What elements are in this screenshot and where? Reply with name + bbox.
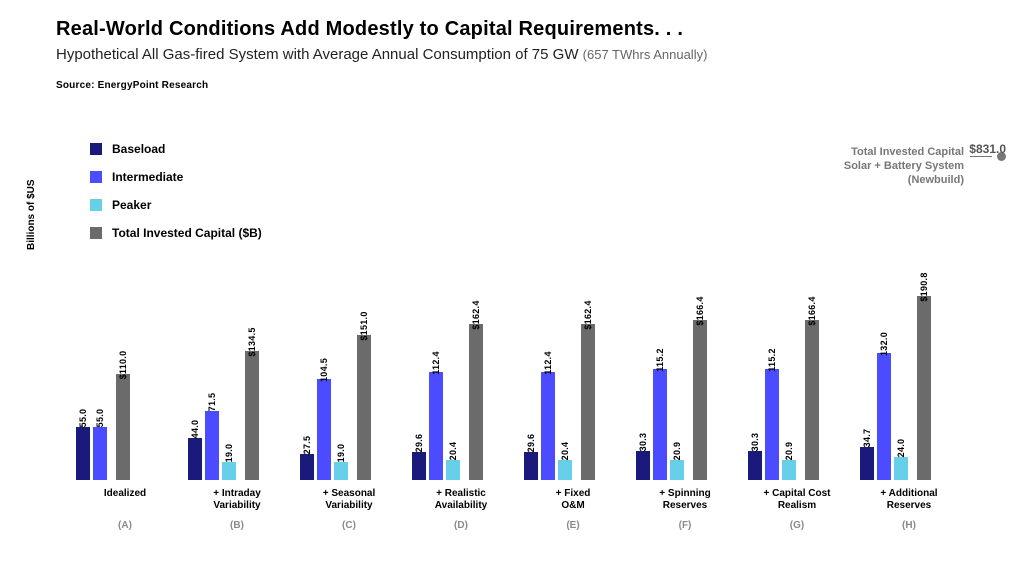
- bar-value-label: $166.4: [807, 296, 817, 325]
- category-label: + SpinningReserves: [628, 488, 742, 511]
- bar-baseload: 30.3: [636, 451, 650, 480]
- bar-peaker: 24.0: [894, 457, 908, 480]
- bar-value-label: 20.9: [672, 442, 682, 461]
- bar-value-label: $162.4: [583, 300, 593, 329]
- bar-group: 29.6112.420.4$162.4+ RealisticAvailabili…: [404, 130, 518, 480]
- category-tag: (F): [628, 520, 742, 531]
- bar-peaker: 19.0: [334, 462, 348, 480]
- bar-intermediate: 104.5: [317, 379, 331, 480]
- bar-peaker: 20.9: [782, 460, 796, 480]
- bar-group: 55.055.0$110.0Idealized(A): [68, 130, 182, 480]
- bar-total: $190.8: [917, 296, 931, 480]
- bar-peaker: 20.9: [670, 460, 684, 480]
- bar-value-label: 44.0: [190, 419, 200, 438]
- bar-value-label: $162.4: [471, 300, 481, 329]
- bar-value-label: 34.7: [862, 428, 872, 447]
- bar-value-label: 132.0: [879, 332, 889, 356]
- bar-value-label: 27.5: [302, 435, 312, 454]
- category-label: + IntradayVariability: [180, 488, 294, 511]
- category-label: Idealized: [68, 488, 182, 500]
- bar-total: $110.0: [116, 374, 130, 480]
- category-label: + FixedO&M: [516, 488, 630, 511]
- bar-value-label: 115.2: [767, 348, 777, 372]
- bar-value-label: 24.0: [896, 439, 906, 458]
- bar-intermediate: 112.4: [541, 372, 555, 480]
- bar-baseload: 44.0: [188, 438, 202, 480]
- bar-value-label: 19.0: [336, 443, 346, 462]
- bar-value-label: 29.6: [526, 433, 536, 452]
- bar-value-label: $110.0: [118, 351, 128, 380]
- bar-value-label: $134.5: [247, 327, 257, 356]
- bar-value-label: 71.5: [207, 393, 217, 412]
- category-tag: (G): [740, 520, 854, 531]
- bar-intermediate: 71.5: [205, 411, 219, 480]
- bar-group: 34.7132.024.0$190.8+ AdditionalReserves(…: [852, 130, 966, 480]
- bar-baseload: 34.7: [860, 447, 874, 480]
- bar-peaker: 20.4: [446, 460, 460, 480]
- bar-value-label: 55.0: [95, 409, 105, 428]
- bar-intermediate: 55.0: [93, 427, 107, 480]
- category-tag: (A): [68, 520, 182, 531]
- bar-value-label: 55.0: [78, 409, 88, 428]
- bar-intermediate: 115.2: [765, 369, 779, 480]
- category-tag: (D): [404, 520, 518, 531]
- bar-value-label: $151.0: [359, 311, 369, 340]
- bar-value-label: 112.4: [543, 351, 553, 375]
- subtitle-main: Hypothetical All Gas-fired System with A…: [56, 46, 578, 63]
- bar-value-label: 19.0: [224, 443, 234, 462]
- category-label: + Capital CostRealism: [740, 488, 854, 511]
- category-tag: (E): [516, 520, 630, 531]
- category-tag: (B): [180, 520, 294, 531]
- bar-total: $162.4: [469, 324, 483, 480]
- bar-group: 44.071.519.0$134.5+ IntradayVariability(…: [180, 130, 294, 480]
- chart-subtitle: Hypothetical All Gas-fired System with A…: [56, 46, 707, 63]
- y-axis-label: Billions of $US: [26, 179, 37, 250]
- source-line: Source: EnergyPoint Research: [56, 80, 208, 91]
- category-label: + SeasonalVariability: [292, 488, 406, 511]
- bar-group: 30.3115.220.9$166.4+ Capital CostRealism…: [740, 130, 854, 480]
- bar-intermediate: 112.4: [429, 372, 443, 480]
- bar-group: 27.5104.519.0$151.0+ SeasonalVariability…: [292, 130, 406, 480]
- bar-total: $166.4: [693, 320, 707, 480]
- callout-connector: [970, 156, 992, 157]
- bar-peaker: 20.4: [558, 460, 572, 480]
- bar-baseload: 27.5: [300, 454, 314, 480]
- bar-total: $162.4: [581, 324, 595, 480]
- bar-baseload: 29.6: [412, 452, 426, 480]
- bar-total: $166.4: [805, 320, 819, 480]
- callout-amount: $831.0: [969, 142, 1006, 156]
- bar-group: 30.3115.220.9$166.4+ SpinningReserves(F): [628, 130, 742, 480]
- bar-value-label: 30.3: [750, 432, 760, 451]
- bar-total: $134.5: [245, 351, 259, 480]
- subtitle-paren: (657 TWhrs Annually): [583, 47, 708, 62]
- bar-peaker: 19.0: [222, 462, 236, 480]
- bar-value-label: $166.4: [695, 296, 705, 325]
- category-tag: (H): [852, 520, 966, 531]
- bar-value-label: 20.4: [560, 442, 570, 461]
- bar-value-label: 30.3: [638, 432, 648, 451]
- chart-title: Real-World Conditions Add Modestly to Ca…: [56, 18, 683, 41]
- bar-intermediate: 115.2: [653, 369, 667, 480]
- bar-value-label: 104.5: [319, 358, 329, 382]
- bar-value-label: 29.6: [414, 433, 424, 452]
- chart-plot-area: 55.055.0$110.0Idealized(A)44.071.519.0$1…: [56, 130, 968, 480]
- category-label: + RealisticAvailability: [404, 488, 518, 511]
- bar-baseload: 29.6: [524, 452, 538, 480]
- category-label: + AdditionalReserves: [852, 488, 966, 511]
- bar-baseload: 55.0: [76, 427, 90, 480]
- category-tag: (C): [292, 520, 406, 531]
- bar-value-label: $190.8: [919, 273, 929, 302]
- bar-value-label: 20.9: [784, 442, 794, 461]
- bar-intermediate: 132.0: [877, 353, 891, 480]
- bar-group: 29.6112.420.4$162.4+ FixedO&M(E): [516, 130, 630, 480]
- bar-value-label: 20.4: [448, 442, 458, 461]
- bar-total: $151.0: [357, 335, 371, 480]
- bar-value-label: 115.2: [655, 348, 665, 372]
- bar-baseload: 30.3: [748, 451, 762, 480]
- bar-value-label: 112.4: [431, 351, 441, 375]
